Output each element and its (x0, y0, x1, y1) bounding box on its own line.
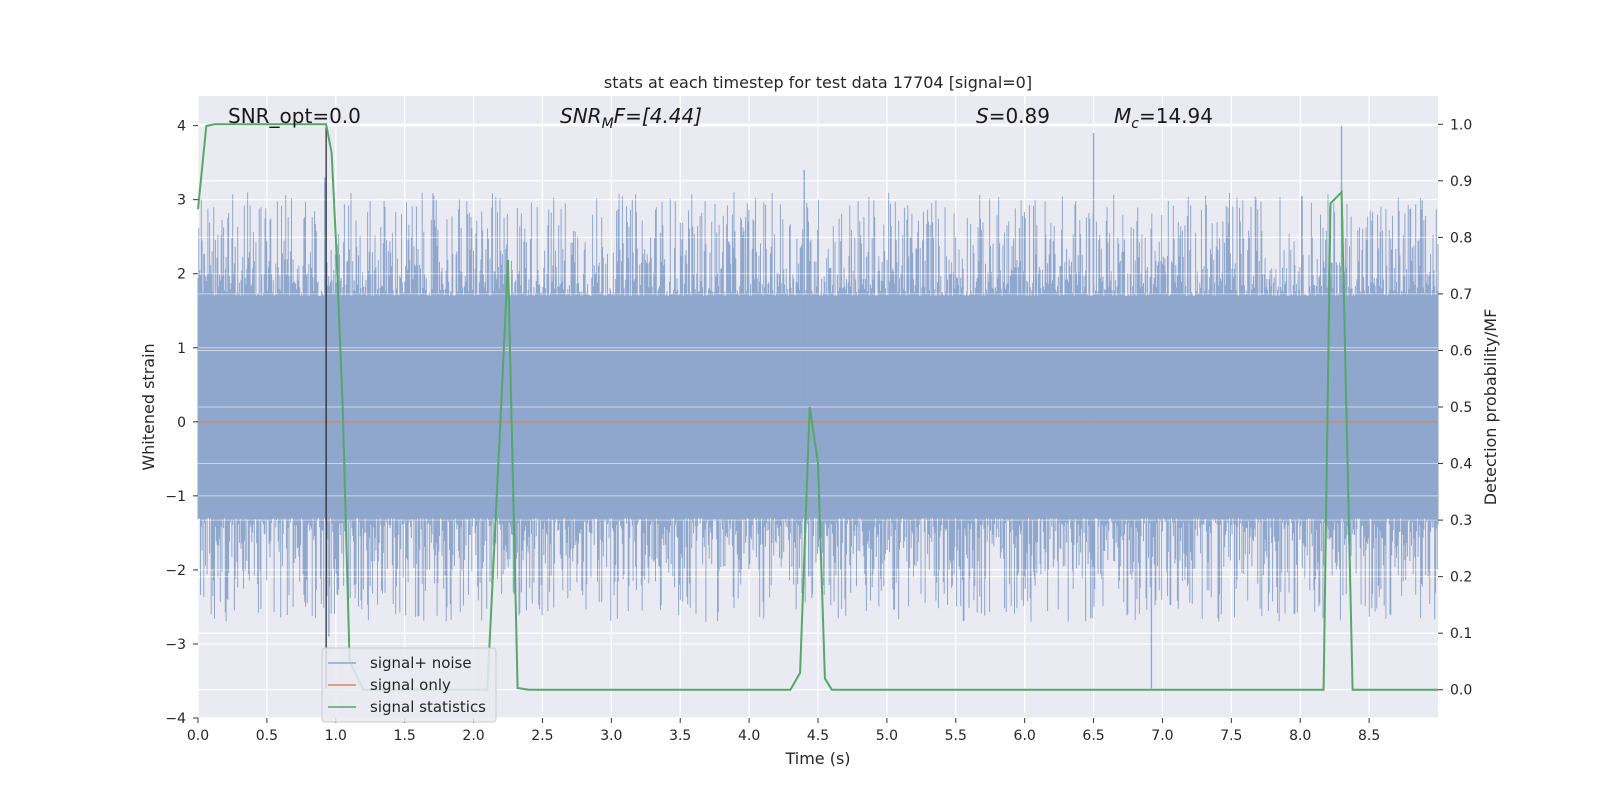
y2-tick-label: 1.0 (1450, 117, 1472, 133)
x-tick-label: 5.0 (876, 728, 898, 744)
x-tick-label: 7.5 (1220, 728, 1242, 744)
y-axis-label: Whitened strain (139, 343, 158, 470)
annotation-snr-mf-rest: F=[4.44] (614, 104, 702, 128)
x-tick-label: 5.5 (945, 728, 967, 744)
tick-layer: 0.0 0.5 1.0 1.5 2.0 2.5 3.0 3.5 4.0 4.5 5.0 5.5 6.0 6… (165, 117, 1472, 744)
annotation-s: S=0.89 (976, 104, 1050, 128)
x-tick-label: 3.0 (600, 728, 622, 744)
y2-tick-label: 0.7 (1450, 287, 1472, 303)
x-tick-label: 2.0 (462, 728, 484, 744)
y2-tick-label: 0.2 (1450, 570, 1472, 586)
legend-label-signal-only: signal only (370, 676, 451, 694)
x-tick-label: 6.5 (1082, 728, 1104, 744)
x-tick-label: 0.0 (187, 728, 209, 744)
x-tick-label: 7.0 (1151, 728, 1173, 744)
x-tick-label: 1.0 (325, 728, 347, 744)
annotation-mc-value: =14.94 (1139, 104, 1213, 128)
x-tick-label: 4.0 (738, 728, 760, 744)
chart-title: stats at each timestep for test data 177… (604, 73, 1032, 92)
annotation-snr-mf-base: SNR (560, 104, 602, 128)
legend: signal+ noise signal only signal statist… (321, 647, 497, 723)
annotation-s-var: S (976, 104, 989, 128)
y2-tick-label: 0.4 (1450, 457, 1472, 473)
y-tick-label: 2 (177, 267, 186, 283)
x-tick-label: 0.5 (256, 728, 278, 744)
y2-tick-label: 0.0 (1450, 683, 1472, 699)
annotation-s-value: =0.89 (989, 104, 1050, 128)
annotation-snr-mf-sub: M (602, 116, 614, 132)
legend-box (321, 647, 497, 723)
x-axis-label: Time (s) (784, 749, 850, 768)
annotation-snr-mf: SNRMF=[4.44] (560, 104, 702, 132)
annotations: SNR_opt=0.0 SNRMF=[4.44] S=0.89 Mc=14.94 (228, 104, 1213, 132)
legend-label-signal-noise: signal+ noise (370, 654, 472, 672)
x-tick-label: 1.5 (394, 728, 416, 744)
series-layer (197, 123, 1438, 691)
x-tick-label: 8.0 (1289, 728, 1311, 744)
signal-statistics-line (197, 123, 1438, 691)
y2-axis-label: Detection probability/MF (1481, 309, 1500, 506)
annotation-mc-var: M (1114, 104, 1131, 128)
y-tick-label: −3 (165, 637, 186, 653)
x-tick-label: 2.5 (531, 728, 553, 744)
y-tick-label: −1 (165, 489, 186, 505)
x-tick-label: 8.5 (1358, 728, 1380, 744)
y-tick-label: 4 (177, 119, 186, 135)
y2-tick-label: 0.1 (1450, 626, 1472, 642)
legend-label-signal-statistics: signal statistics (370, 698, 486, 716)
x-tick-label: 4.5 (807, 728, 829, 744)
annotation-snr-opt: SNR_opt=0.0 (228, 104, 361, 128)
annotation-mc-sub: c (1131, 116, 1139, 132)
x-tick-label: 6.0 (1014, 728, 1036, 744)
y2-tick-label: 0.9 (1450, 174, 1472, 190)
annotation-mc: Mc=14.94 (1114, 104, 1213, 132)
y-tick-label: 0 (177, 415, 186, 431)
y-tick-label: −4 (165, 711, 186, 727)
y-tick-label: 1 (177, 341, 186, 357)
y2-tick-label: 0.8 (1450, 230, 1472, 246)
y2-tick-label: 0.6 (1450, 343, 1472, 359)
y2-tick-label: 0.3 (1450, 513, 1472, 529)
y-tick-label: −2 (165, 563, 186, 579)
y-tick-label: 3 (177, 193, 186, 209)
x-tick-label: 3.5 (669, 728, 691, 744)
y2-tick-label: 0.5 (1450, 400, 1472, 416)
